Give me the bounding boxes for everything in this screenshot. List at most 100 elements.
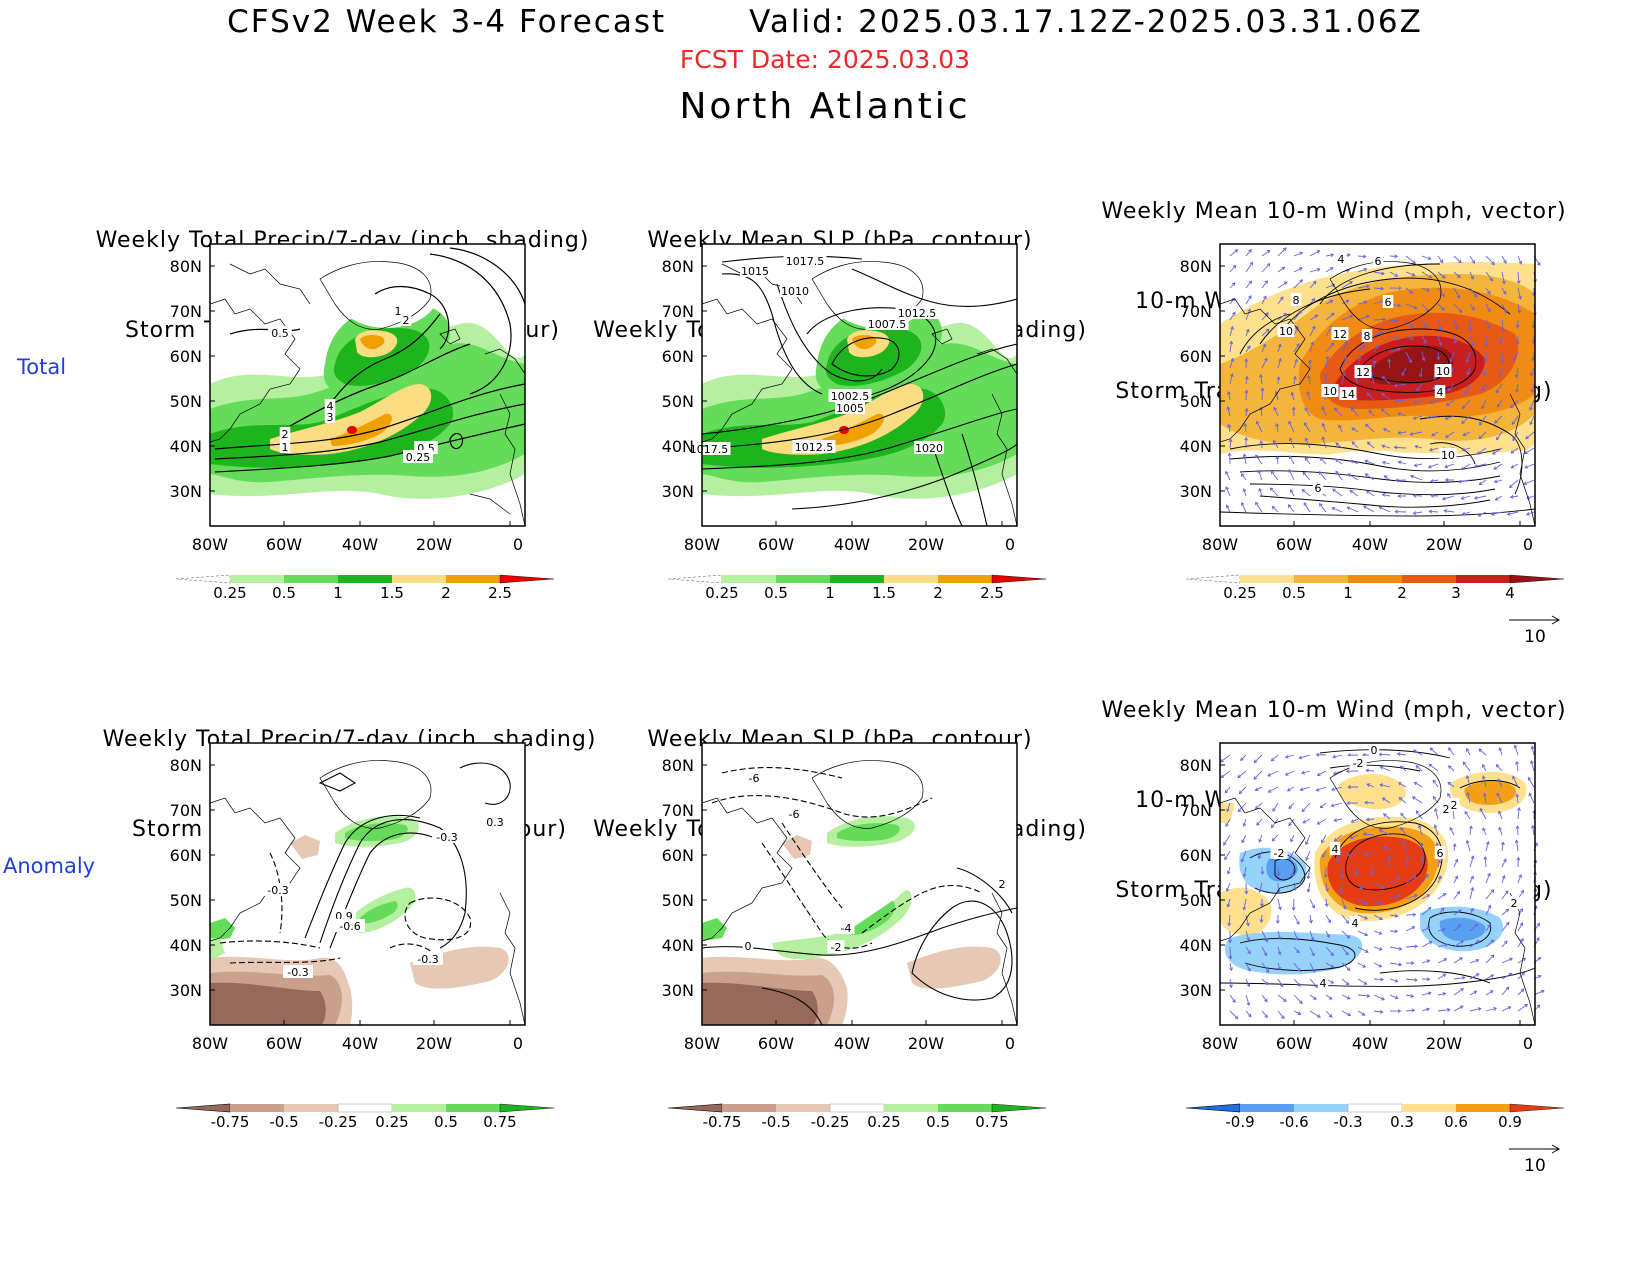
vector-head bbox=[1343, 356, 1348, 361]
colorbar-label: 4 bbox=[1505, 584, 1515, 602]
wind-vector bbox=[1483, 793, 1487, 804]
vector-head bbox=[1349, 314, 1354, 319]
vector-head bbox=[1259, 406, 1264, 411]
vector-head bbox=[1351, 441, 1356, 445]
vector-head bbox=[1308, 359, 1312, 364]
wind-vector bbox=[1401, 367, 1407, 376]
lon-label: 20W bbox=[1426, 1034, 1462, 1053]
contour-label-bg bbox=[1434, 846, 1446, 859]
vector-head bbox=[1291, 873, 1296, 877]
vector-head bbox=[1437, 859, 1442, 864]
colorbar-cell bbox=[392, 575, 446, 583]
colorbar-cell bbox=[1509, 1103, 1565, 1113]
vector-head bbox=[1223, 842, 1227, 846]
wind-vector bbox=[1469, 908, 1474, 916]
wind-vector bbox=[1474, 495, 1487, 499]
vector-head bbox=[1441, 496, 1446, 501]
vector-head bbox=[1291, 406, 1296, 411]
wind-vector bbox=[1287, 786, 1295, 792]
wind-vector bbox=[1466, 351, 1471, 363]
vector-head bbox=[1296, 921, 1300, 925]
vector-head bbox=[1520, 937, 1524, 942]
vector-head bbox=[1428, 509, 1433, 514]
wind-vector bbox=[1373, 914, 1383, 920]
wind-vector bbox=[1421, 907, 1432, 916]
vector-head bbox=[1265, 328, 1270, 333]
vector-head bbox=[1438, 341, 1443, 346]
contour-labels: 1017.5101510101012.51007.51002.510051012… bbox=[687, 254, 944, 456]
vector-head bbox=[1490, 939, 1495, 944]
wind-vector bbox=[1293, 978, 1301, 987]
wind-vector bbox=[1453, 843, 1456, 852]
vector-head bbox=[1253, 759, 1258, 764]
wind-vector bbox=[1308, 375, 1311, 385]
vector-head bbox=[1321, 436, 1326, 441]
wind-vector bbox=[1357, 882, 1363, 890]
wind-vector bbox=[1245, 946, 1251, 954]
wind-vector bbox=[1421, 894, 1430, 900]
lon-label: 40W bbox=[342, 535, 378, 554]
wind-vector bbox=[1413, 511, 1423, 514]
wind-vector bbox=[1405, 856, 1409, 868]
colorbar-cell bbox=[1456, 575, 1510, 583]
vector-head bbox=[1497, 403, 1501, 408]
vector-head bbox=[1319, 457, 1324, 461]
vector-head bbox=[1414, 444, 1419, 449]
vector-head bbox=[1304, 437, 1309, 442]
vector-head bbox=[1476, 940, 1480, 944]
wind-vector bbox=[1516, 794, 1519, 804]
wind-vector bbox=[1501, 922, 1510, 932]
vector-head bbox=[1263, 295, 1267, 300]
wind-vector bbox=[1341, 930, 1350, 939]
vector-head bbox=[1301, 770, 1305, 775]
wind-vector bbox=[1276, 456, 1279, 465]
wind-vector bbox=[1517, 908, 1523, 916]
wind-vector bbox=[1293, 267, 1303, 273]
wind-vector bbox=[1462, 761, 1471, 772]
contour-label: 2 bbox=[403, 314, 410, 327]
vector-head bbox=[1436, 356, 1441, 361]
vector-head bbox=[1505, 921, 1510, 926]
wind-vector bbox=[1373, 978, 1384, 981]
vector-head bbox=[1394, 318, 1399, 323]
wind-vector bbox=[1528, 777, 1535, 788]
vector-head bbox=[1289, 855, 1293, 860]
lat-label: 80N bbox=[170, 756, 202, 775]
vector-head bbox=[1299, 1000, 1303, 1005]
vector-head bbox=[1354, 872, 1359, 877]
vector-head bbox=[1457, 274, 1461, 279]
wind-vector bbox=[1309, 326, 1316, 337]
wind-vector bbox=[1447, 782, 1455, 788]
wind-vector bbox=[1478, 511, 1487, 517]
wind-vector bbox=[1431, 431, 1439, 437]
wind-vector bbox=[1277, 313, 1287, 321]
vector-head bbox=[1471, 260, 1475, 264]
vector-head bbox=[1466, 371, 1470, 376]
wind-vector bbox=[1381, 393, 1391, 401]
vector-head bbox=[1419, 842, 1424, 846]
wind-vector bbox=[1388, 359, 1391, 369]
vector-head bbox=[1478, 435, 1483, 440]
lon-label: 40W bbox=[1352, 535, 1388, 554]
wind-vector bbox=[1461, 415, 1471, 424]
vector-head bbox=[1432, 795, 1437, 800]
wind-vector bbox=[1469, 959, 1479, 964]
lat-label: 40N bbox=[1180, 936, 1212, 955]
wind-vector bbox=[1453, 1005, 1464, 1012]
vector-head bbox=[1335, 470, 1339, 475]
vector-head bbox=[1428, 274, 1433, 279]
vector-head bbox=[1248, 280, 1252, 285]
wind-vector bbox=[1243, 488, 1247, 497]
contour-label: 1 bbox=[395, 305, 402, 318]
wind-vector bbox=[1335, 470, 1343, 481]
wind-vector bbox=[1512, 776, 1519, 788]
lat-label: 50N bbox=[662, 891, 694, 910]
wind-vector bbox=[1341, 357, 1347, 369]
vector-head bbox=[1333, 837, 1338, 842]
wind-vector bbox=[1268, 786, 1279, 793]
contour-label: 4 bbox=[1320, 977, 1327, 990]
wind-vector bbox=[1261, 328, 1270, 337]
wind-vector bbox=[1531, 746, 1535, 756]
vector-head bbox=[1473, 293, 1478, 298]
wind-vector bbox=[1261, 295, 1267, 305]
